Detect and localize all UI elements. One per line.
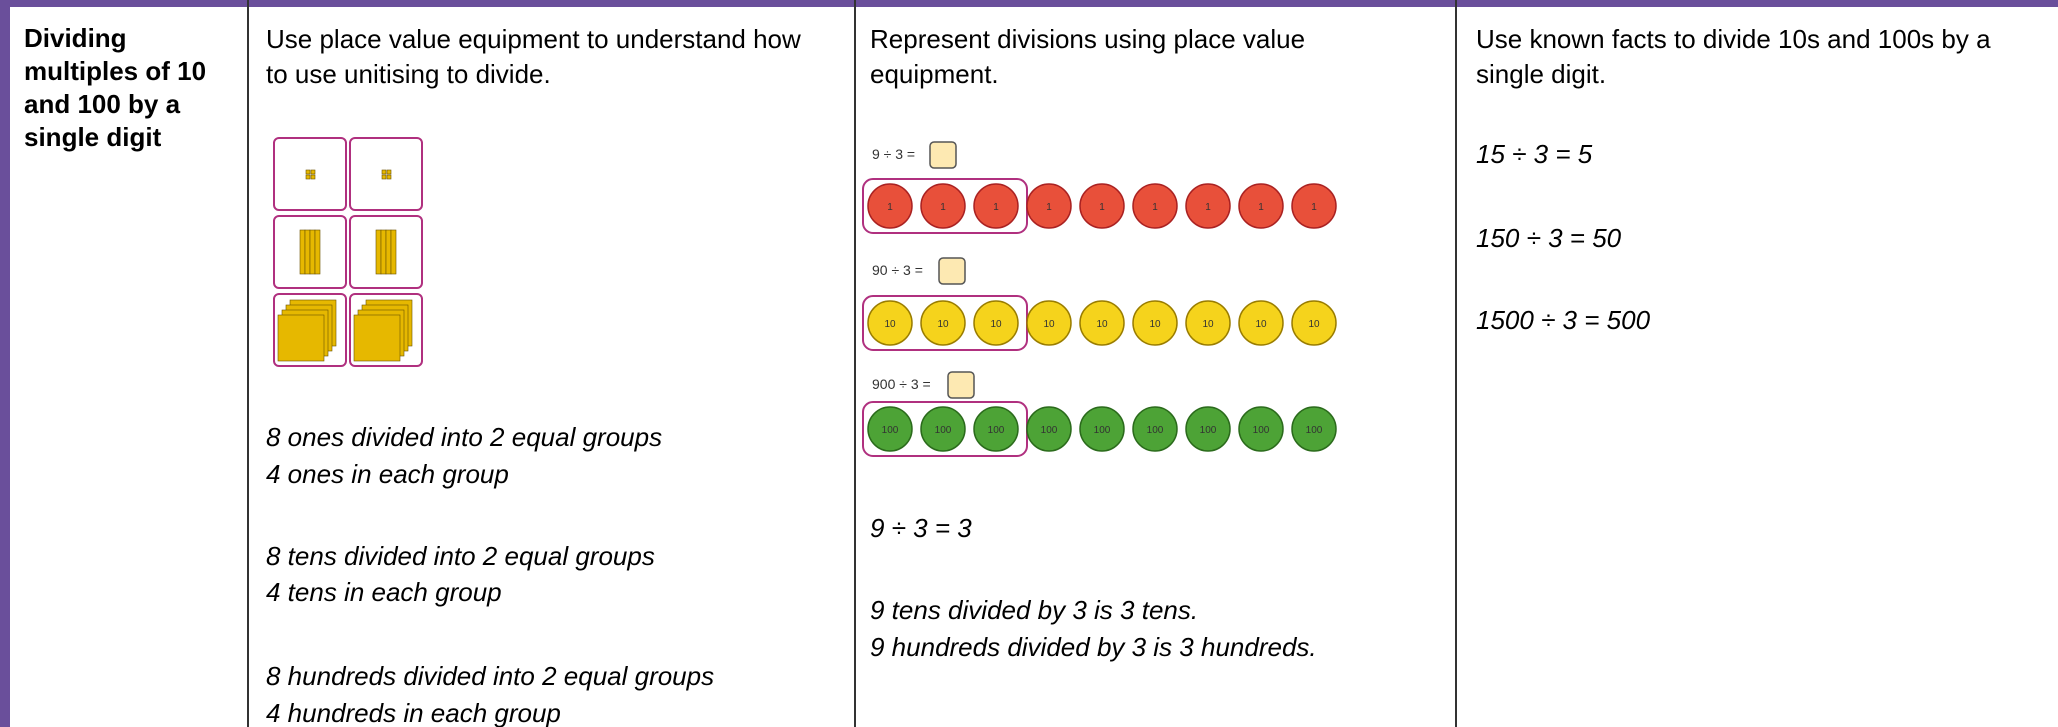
note: 8 tens divided into 2 equal groups: [266, 541, 655, 571]
counter-label: 100: [1147, 425, 1164, 436]
counter-label: 1: [1099, 202, 1105, 213]
column-heading: Use place value equipment to understand …: [266, 24, 801, 89]
counter-label: 10: [937, 319, 949, 330]
counter: [973, 300, 1019, 346]
counter: [1291, 300, 1337, 346]
counter-label: 100: [988, 425, 1005, 436]
counter-label: 10: [1149, 319, 1161, 330]
left-border: [0, 0, 10, 727]
counter: [1238, 300, 1284, 346]
counter: [1238, 406, 1284, 452]
counter: [920, 300, 966, 346]
counter-label: 10: [1202, 319, 1214, 330]
counter-label: 100: [1200, 425, 1217, 436]
counter: [973, 406, 1019, 452]
note: 1500 ÷ 3 = 500: [1476, 305, 1651, 335]
counter-label: 10: [884, 319, 896, 330]
counter: [1079, 406, 1125, 452]
counter: [1185, 300, 1231, 346]
counter-label: 1: [1046, 202, 1052, 213]
counter: [1238, 183, 1284, 229]
counter: [973, 183, 1019, 229]
counter: [867, 183, 913, 229]
note: 4 hundreds in each group: [266, 698, 561, 727]
counter-label: 1: [993, 202, 999, 213]
counter-diagram: 9 ÷ 3 = 1 1 1 1 1 1 1 1 1 90 ÷ 3 = 10 10 10 10 10 10 10 10…: [862, 141, 1337, 457]
counter-label: 100: [935, 425, 952, 436]
counter: [1026, 406, 1072, 452]
counter-label: 1: [1152, 202, 1158, 213]
counter: [1132, 183, 1178, 229]
counter-label: 100: [1306, 425, 1323, 436]
column-heading: Use known facts to divide 10s and 100s b…: [1476, 24, 1991, 89]
note: 8 hundreds divided into 2 equal groups: [266, 661, 715, 691]
base-ten-equipment: [273, 137, 423, 367]
column-cell: [249, 0, 856, 727]
counter: [1132, 300, 1178, 346]
note: 8 ones divided into 2 equal groups: [266, 422, 663, 452]
topic-cell: [10, 0, 249, 727]
counter-label: 100: [1041, 425, 1058, 436]
answer-box: [929, 141, 957, 169]
column-heading: Represent divisions using place value eq…: [870, 24, 1306, 89]
answer-box: [938, 257, 966, 285]
counter: [1132, 406, 1178, 452]
counter-label: 100: [1094, 425, 1111, 436]
counter: [1079, 183, 1125, 229]
note: 9 tens divided by 3 is 3 tens.: [870, 595, 1199, 625]
counter: [1185, 406, 1231, 452]
note: 15 ÷ 3 = 5: [1476, 139, 1593, 169]
counter: [1291, 183, 1337, 229]
note: 4 tens in each group: [266, 577, 502, 607]
counter: [1079, 300, 1125, 346]
counter: [1291, 406, 1337, 452]
counter: [920, 183, 966, 229]
counter: [1185, 183, 1231, 229]
column-cell: [856, 0, 1457, 727]
note: 9 ÷ 3 = 3: [870, 513, 972, 543]
counter-label: 100: [1253, 425, 1270, 436]
counter: [920, 406, 966, 452]
counter-label: 1: [1311, 202, 1317, 213]
equation: 900 ÷ 3 =: [872, 376, 931, 392]
note: 4 ones in each group: [266, 459, 509, 489]
counter: [867, 406, 913, 452]
counter-label: 10: [1096, 319, 1108, 330]
counter-label: 1: [1205, 202, 1211, 213]
note: 150 ÷ 3 = 50: [1476, 223, 1622, 253]
counter-label: 10: [1308, 319, 1320, 330]
counter-label: 10: [990, 319, 1002, 330]
top-border: [0, 0, 2058, 7]
counter: [867, 300, 913, 346]
counter-label: 100: [882, 425, 899, 436]
equation: 9 ÷ 3 =: [872, 146, 915, 162]
answer-box: [947, 371, 975, 399]
counter-label: 1: [940, 202, 946, 213]
counter-label: 1: [1258, 202, 1264, 213]
counter-label: 10: [1255, 319, 1267, 330]
column-cell: [1457, 0, 2058, 727]
counter: [1026, 183, 1072, 229]
counter-label: 10: [1043, 319, 1055, 330]
counter-label: 1: [887, 202, 893, 213]
topic: Dividing multiples of 10 and 100 by a si…: [24, 23, 207, 152]
counter: [1026, 300, 1072, 346]
equation: 90 ÷ 3 =: [872, 262, 923, 278]
note: 9 hundreds divided by 3 is 3 hundreds.: [870, 632, 1317, 662]
